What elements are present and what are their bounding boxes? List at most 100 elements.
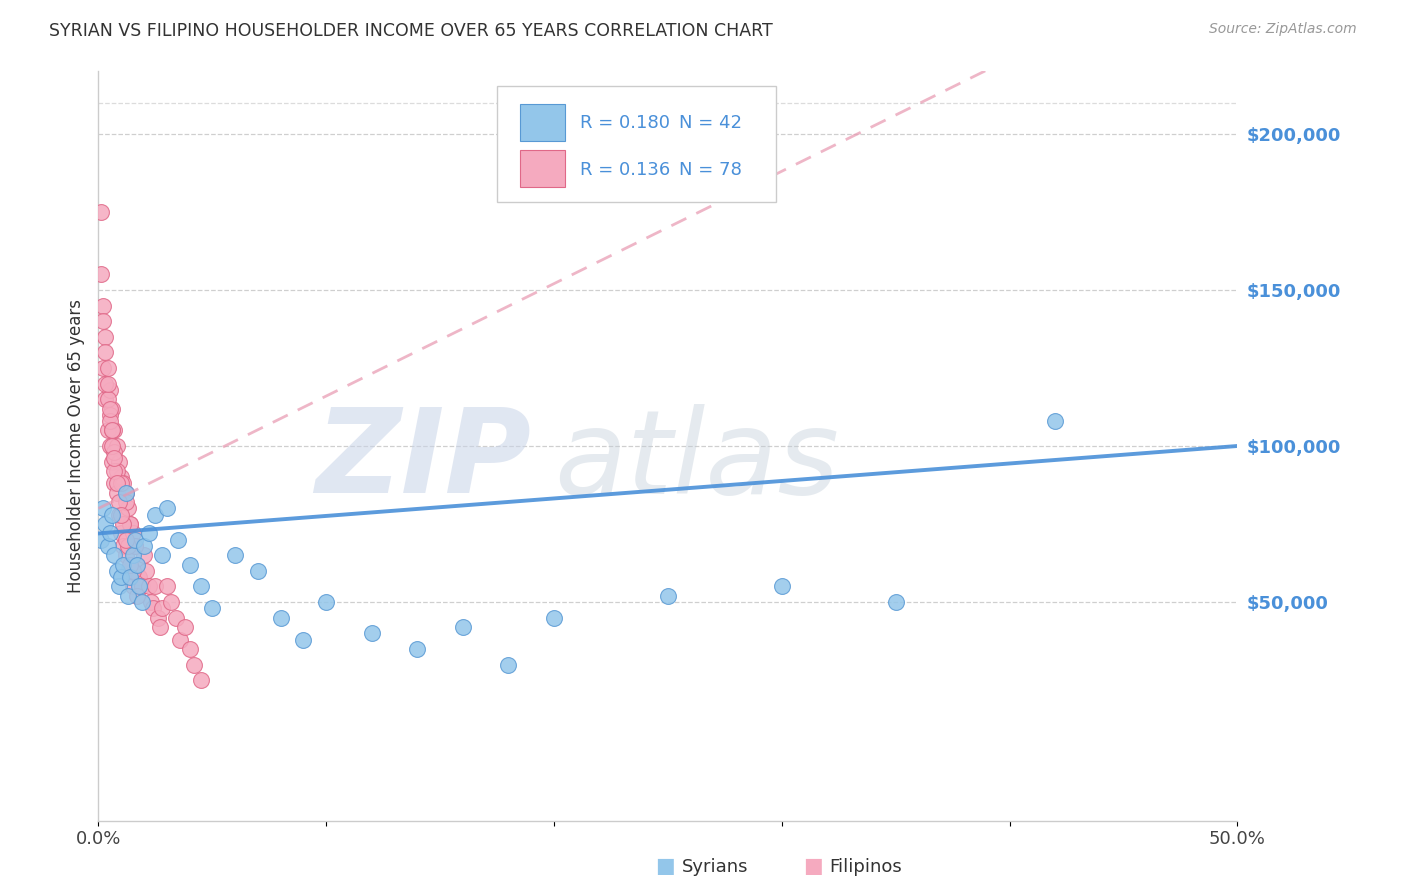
Point	[94, 376, 117, 391]
Point	[94, 345, 117, 359]
Point	[96, 539, 118, 553]
Text: N = 78: N = 78	[679, 161, 742, 178]
FancyBboxPatch shape	[520, 103, 565, 141]
Point	[105, 476, 128, 491]
Point	[179, 558, 201, 572]
Point	[224, 548, 246, 563]
Point	[103, 476, 125, 491]
Point	[145, 508, 167, 522]
Point	[150, 601, 173, 615]
Point	[103, 445, 125, 459]
Point	[156, 580, 179, 594]
Point	[98, 383, 121, 397]
Point	[121, 564, 143, 578]
Point	[131, 595, 153, 609]
Point	[114, 548, 136, 563]
Point	[94, 392, 117, 407]
FancyBboxPatch shape	[520, 150, 565, 187]
Point	[183, 657, 205, 672]
Point	[127, 589, 149, 603]
Point	[112, 558, 135, 572]
Point	[770, 580, 793, 594]
Point	[406, 642, 429, 657]
Text: atlas: atlas	[554, 404, 839, 518]
Point	[315, 595, 337, 609]
Point	[165, 611, 187, 625]
Point	[132, 548, 155, 563]
Point	[246, 564, 269, 578]
Point	[91, 501, 114, 516]
Point	[127, 558, 149, 572]
Point	[96, 361, 118, 376]
Point	[98, 526, 121, 541]
Point	[105, 439, 128, 453]
Point	[103, 464, 125, 478]
Point	[96, 392, 118, 407]
Point	[169, 632, 191, 647]
Point	[124, 539, 146, 553]
Point	[201, 601, 224, 615]
Point	[120, 517, 142, 532]
Point	[451, 620, 474, 634]
Point	[498, 657, 520, 672]
Point	[98, 401, 121, 416]
Point	[103, 424, 125, 438]
Point	[120, 517, 142, 532]
Point	[156, 501, 179, 516]
Point	[117, 589, 139, 603]
Point	[142, 601, 165, 615]
Point	[105, 464, 128, 478]
Point	[101, 455, 124, 469]
Point	[128, 570, 150, 584]
Point	[90, 268, 112, 282]
Point	[167, 533, 190, 547]
Point	[150, 548, 173, 563]
Point	[114, 485, 136, 500]
Point	[145, 580, 167, 594]
Point	[138, 526, 160, 541]
Point	[114, 485, 136, 500]
Point	[101, 424, 124, 438]
Text: ■: ■	[803, 856, 823, 876]
Point	[117, 539, 139, 553]
Point	[138, 580, 160, 594]
Point	[96, 424, 118, 438]
Point	[108, 508, 131, 522]
Point	[110, 526, 132, 541]
Point	[94, 330, 117, 344]
Point	[543, 611, 565, 625]
Point	[112, 539, 135, 553]
Point	[124, 539, 146, 553]
Point	[131, 580, 153, 594]
Text: ZIP: ZIP	[315, 403, 531, 518]
Point	[120, 558, 142, 572]
Point	[108, 495, 131, 509]
Y-axis label: Householder Income Over 65 years: Householder Income Over 65 years	[66, 299, 84, 593]
Text: ■: ■	[655, 856, 675, 876]
Point	[124, 533, 146, 547]
FancyBboxPatch shape	[498, 87, 776, 202]
Point	[103, 451, 125, 466]
Point	[103, 548, 125, 563]
Point	[98, 439, 121, 453]
Point	[179, 642, 201, 657]
Point	[101, 424, 124, 438]
Point	[91, 361, 114, 376]
Point	[96, 376, 118, 391]
Point	[132, 539, 155, 553]
Point	[90, 533, 112, 547]
Point	[117, 564, 139, 578]
Point	[101, 508, 124, 522]
Point	[120, 570, 142, 584]
Text: Filipinos: Filipinos	[830, 858, 903, 876]
Point	[127, 558, 149, 572]
Point	[91, 314, 114, 328]
Point	[90, 205, 112, 219]
Point	[112, 517, 135, 532]
Point	[101, 401, 124, 416]
Point	[94, 517, 117, 532]
Point	[117, 501, 139, 516]
Point	[657, 589, 679, 603]
Text: Syrians: Syrians	[682, 858, 748, 876]
Point	[91, 298, 114, 313]
